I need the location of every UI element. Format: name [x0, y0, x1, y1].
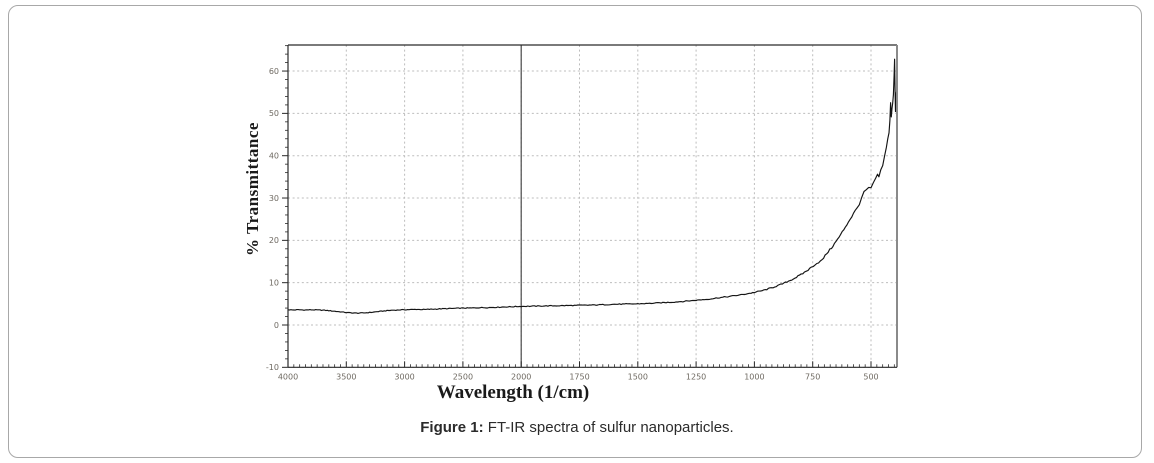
- x-tick-label: 750: [805, 372, 820, 381]
- spectrum-curve-layer: [287, 58, 897, 314]
- y-axis-title: % Transmittance: [243, 122, 262, 256]
- x-tick-label: 1750: [569, 372, 589, 381]
- y-tick-label: 10: [269, 278, 279, 287]
- y-tick-label: 30: [269, 194, 279, 203]
- grid-layer: [288, 45, 897, 368]
- y-tick-label: 50: [269, 109, 279, 118]
- x-tick-label: 3500: [336, 372, 356, 381]
- y-tick-label: 40: [269, 152, 279, 161]
- tick-label-layer: 4000 3500 3000 2500 2000 1750 1500 1250 1000 750 5…: [266, 67, 879, 381]
- x-axis-title: Wavelength (1/cm): [436, 382, 590, 403]
- y-tick-label: -10: [266, 363, 279, 372]
- x-tick-label: 500: [863, 372, 878, 381]
- y-tick-label: 60: [269, 67, 279, 76]
- x-tick-label: 3000: [394, 372, 414, 381]
- x-tick-label: 1500: [628, 372, 648, 381]
- tick-layer: [282, 45, 895, 368]
- x-tick-label: 1250: [686, 372, 706, 381]
- x-tick-label: 2500: [453, 372, 473, 381]
- x-tick-label: 4000: [278, 372, 298, 381]
- caption-text: FT-IR spectra of sulfur nanoparticles.: [483, 419, 734, 436]
- figure-caption: Figure 1: FT-IR spectra of sulfur nanopa…: [0, 419, 1154, 436]
- caption-label: Figure 1:: [420, 419, 484, 436]
- x-tick-label: 1000: [744, 372, 764, 381]
- axes-layer: [287, 44, 898, 368]
- spectrum-curve: [287, 58, 897, 314]
- x-tick-label: 2000: [511, 372, 531, 381]
- y-tick-label: 0: [274, 321, 279, 330]
- y-tick-label: 20: [269, 236, 279, 245]
